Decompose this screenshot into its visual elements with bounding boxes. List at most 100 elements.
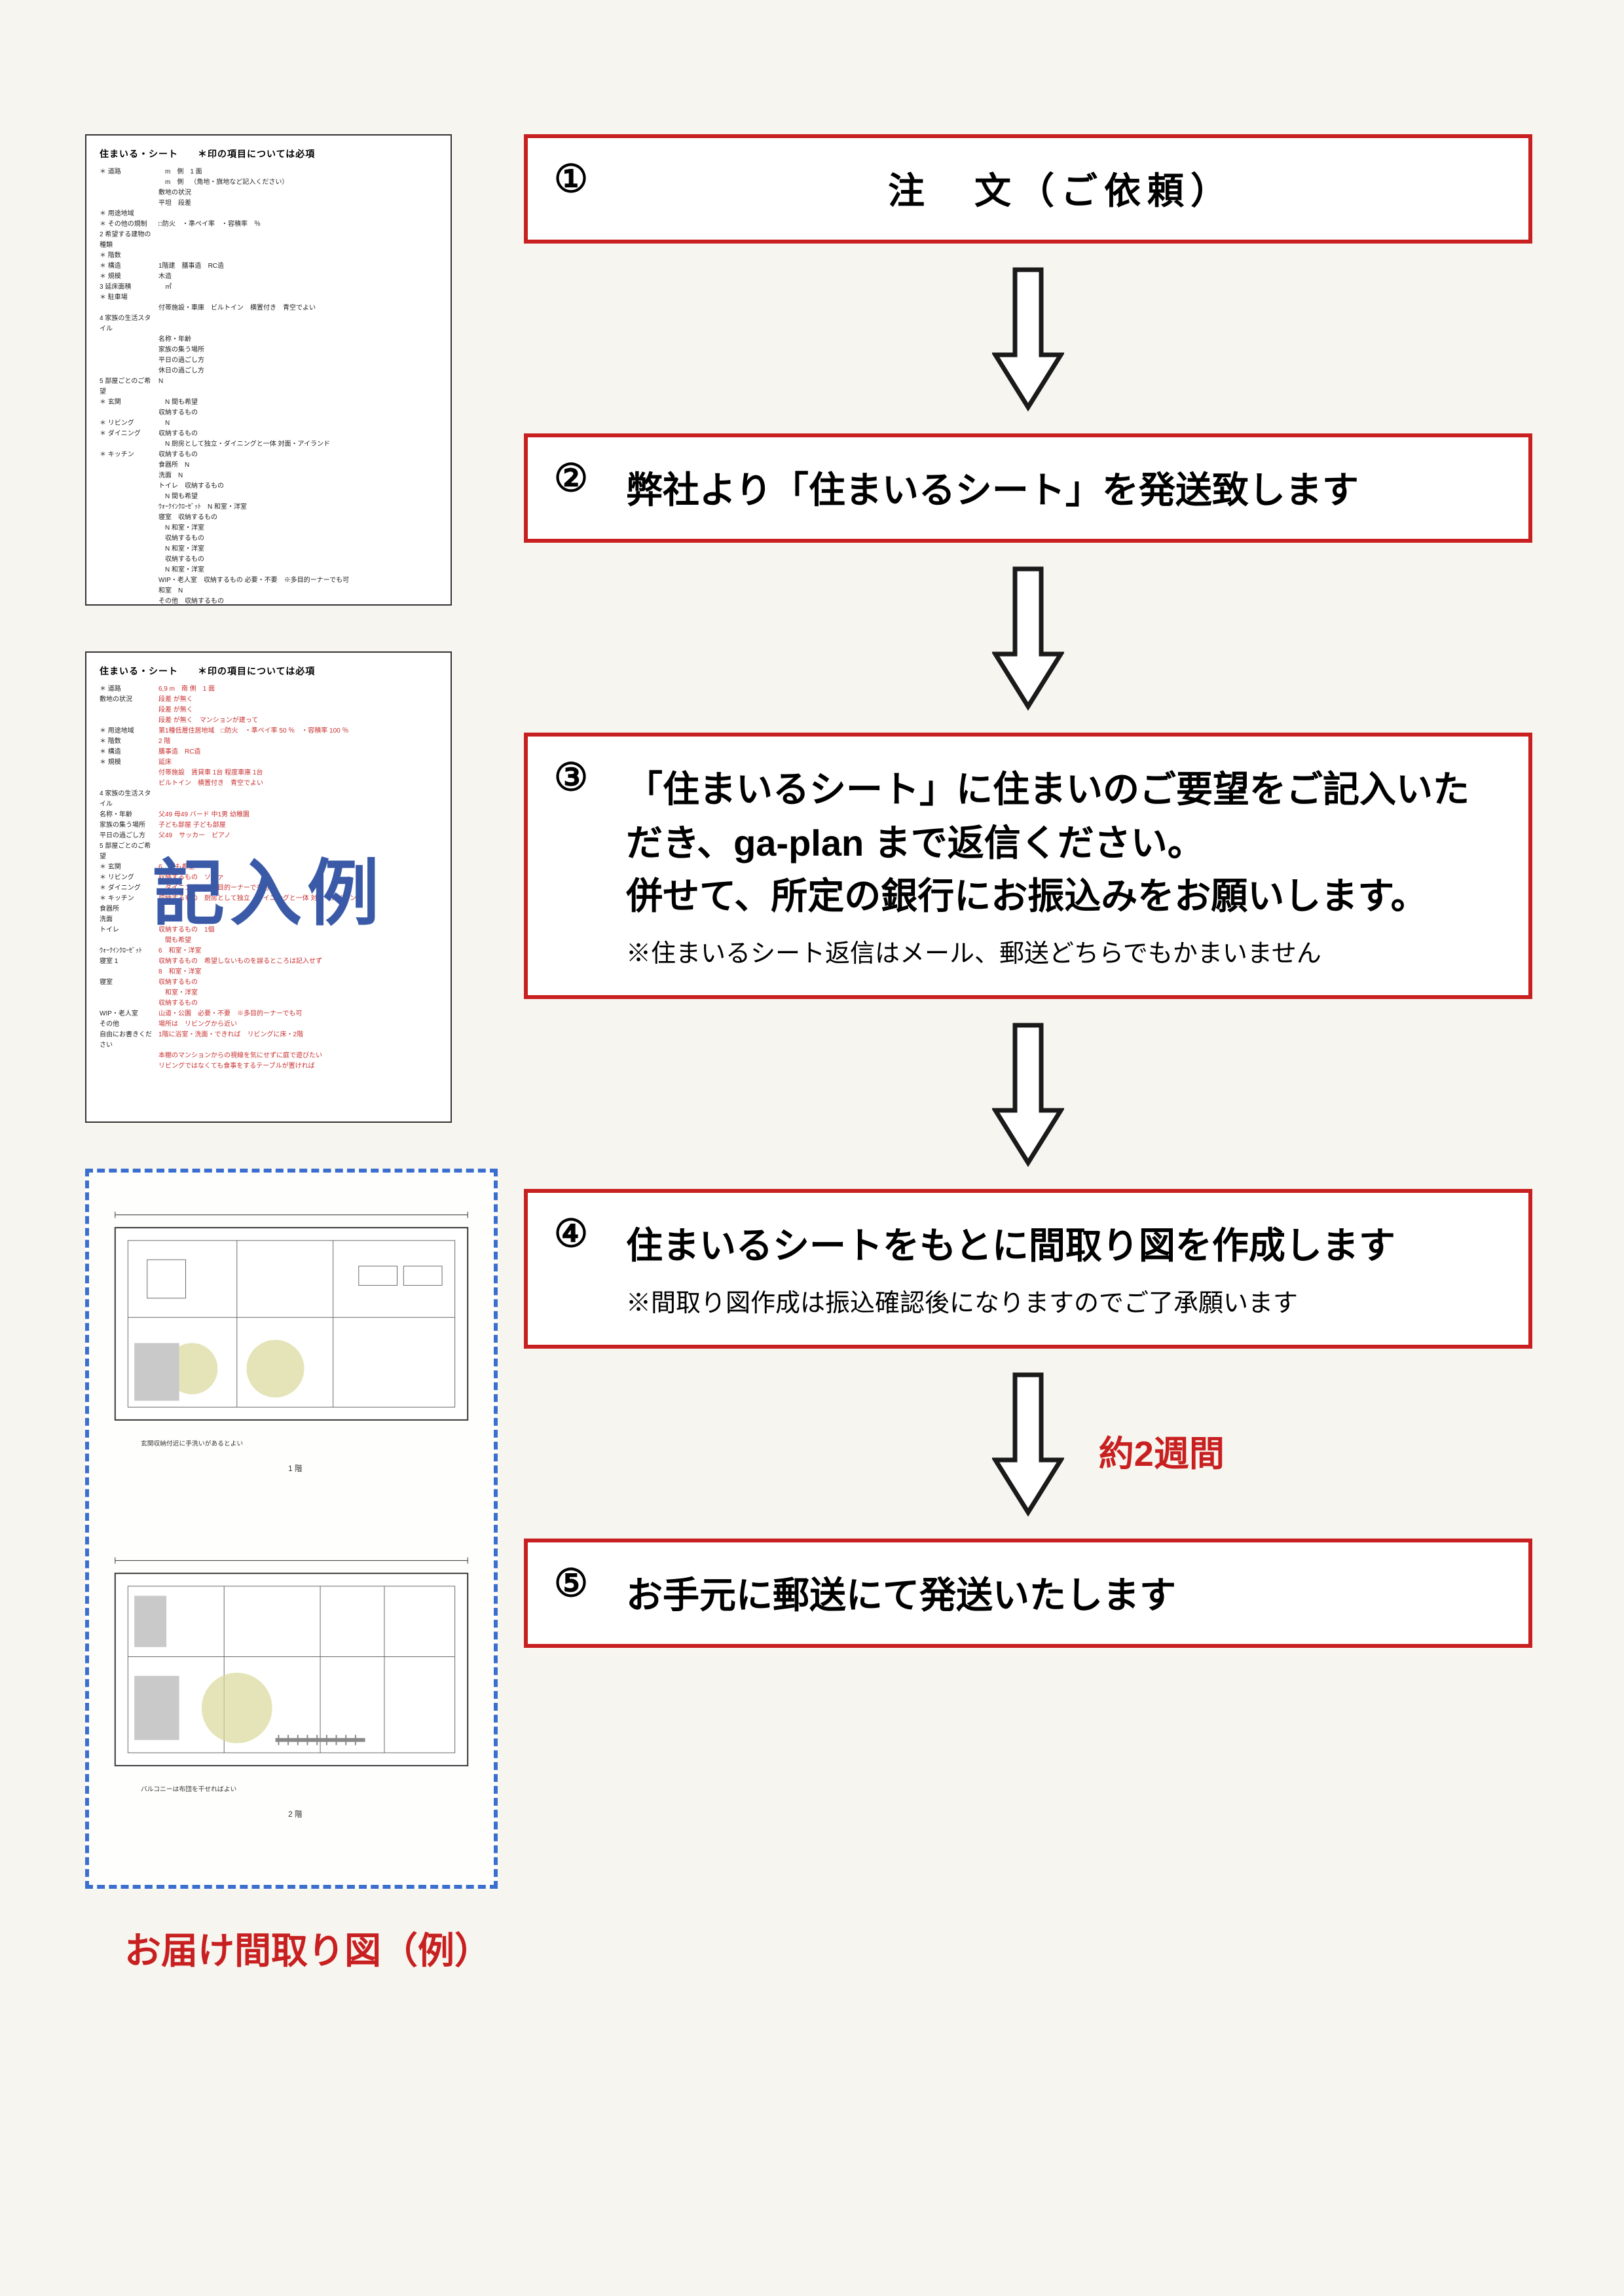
form-row: 家族の集う場所 xyxy=(100,345,437,355)
step-title: 注 文（ご依頼） xyxy=(626,164,1496,217)
form-row: N 和室・洋室 xyxy=(100,565,437,575)
arrow-block xyxy=(524,543,1532,733)
form-row: 休日の過ごし方 xyxy=(100,366,437,376)
left-column: 住まいる・シート ＊印の項目については必項 ＊ 道路m側1 面m側（角地・旗地な… xyxy=(85,134,491,1975)
form-row: 段差 が無く xyxy=(100,705,437,716)
form-row: 収納するもの xyxy=(100,555,437,565)
down-arrow-icon xyxy=(992,1368,1064,1519)
svg-text:バルコニーは布団を干せればよい: バルコニーは布団を干せればよい xyxy=(141,1785,236,1793)
arrow-block xyxy=(524,999,1532,1189)
form-row: 3 延床面積㎡ xyxy=(100,282,437,293)
form-row: WIP・老人室山道・公園必要・不要 ※多目的ーナーでも可 xyxy=(100,1009,437,1019)
svg-text:1 階: 1 階 xyxy=(288,1464,303,1473)
form-row: ｳｫｰｸｲﾝｸﾛｰｾﾞｯﾄ6和室・洋室 xyxy=(100,946,437,957)
form-row: 4 家族の生活スタイル xyxy=(100,789,437,810)
form-row: 2 希望する建物の種類 xyxy=(100,230,437,251)
form-row: リビングではなくても食事をするテーブルが置ければ xyxy=(100,1061,437,1072)
step-box-2: ② 弊社より「住まいるシート」を発送致します xyxy=(524,433,1532,543)
form-row: 寝室 1収納するもの希望しないものを誤るところは記入せず xyxy=(100,957,437,967)
form-title: 住まいる・シート ＊印の項目については必項 xyxy=(100,147,437,160)
form-row: ＊ 構造膳事造RC造 xyxy=(100,747,437,757)
form-row: ビルトイン横置付き 青空でよい xyxy=(100,778,437,789)
form-row: 自由にお書きください1階に浴室・洗面・できればリビングに床・2階 xyxy=(100,1030,437,1051)
form-thumbnail-example: 住まいる・シート ＊印の項目については必項 ＊ 道路6,9 m南 側1 面敷地の… xyxy=(85,651,452,1123)
svg-text:玄関収納付近に手洗いがあるとよい: 玄関収納付近に手洗いがあるとよい xyxy=(141,1439,243,1448)
form-row: ＊ 駐車場 xyxy=(100,293,437,303)
form-row: ＊ リビングN xyxy=(100,418,437,429)
form-row: ＊ キッチン収納するもの xyxy=(100,450,437,460)
form-row: 収納するもの xyxy=(100,534,437,544)
form-row: 名称・年齢 xyxy=(100,335,437,345)
down-arrow-icon xyxy=(992,1019,1064,1169)
form-row: ＊ 構造1階建膳事造RC造 xyxy=(100,261,437,272)
form-row: ＊ 規模延床 xyxy=(100,757,437,768)
form-row: 洗面N xyxy=(100,471,437,481)
form-row: 和室・洋室 xyxy=(100,988,437,998)
form-row: ｳｫｰｸｲﾝｸﾛｰｾﾞｯﾄN 和室・洋室 xyxy=(100,502,437,513)
form-row: 寝室収納するもの xyxy=(100,513,437,523)
form-thumbnail-blank: 住まいる・シート ＊印の項目については必項 ＊ 道路m側1 面m側（角地・旗地な… xyxy=(85,134,452,606)
step-number: ② xyxy=(554,460,606,498)
arrow-label: 約2週間 xyxy=(1099,1425,1225,1476)
right-column: ① 注 文（ご依頼） ② 弊社より「住まいるシート」を発送致します ③ 「住まい… xyxy=(524,134,1532,1648)
form-row: 平日の過ごし方 xyxy=(100,355,437,366)
arrow-block xyxy=(524,244,1532,433)
form-row: 5 部屋ごとのご希望N xyxy=(100,376,437,397)
arrow-block: 約2週間 xyxy=(524,1349,1532,1539)
form-row: 付帯施設賃貸車 1台 程度車庫 1台 xyxy=(100,768,437,778)
step-note: ※間取り図作成は振込確認後になりますのでご了承願います xyxy=(626,1285,1496,1322)
form-row: 家族の集う場所子ども部屋 子ども部屋 xyxy=(100,820,437,831)
form-row: 8和室・洋室 xyxy=(100,967,437,977)
step-box-4: ④ 住まいるシートをもとに間取り図を作成します ※間取り図作成は振込確認後になり… xyxy=(524,1189,1532,1349)
floorplan-caption: お届け間取り図（例） xyxy=(124,1922,491,1975)
form-row: 段差 が無くマンションが建って xyxy=(100,716,437,726)
form-row: 食器所N xyxy=(100,460,437,471)
form-row: 敷地の状況段差 が無く xyxy=(100,695,437,705)
form-row: 付帯施設・車庫ビルトイン 横置付き 青空でよい xyxy=(100,303,437,314)
form-row: その他収納するもの xyxy=(100,596,437,606)
step-title: 「住まいるシート」に住まいのご要望をご記入いただき、ga-plan まで返信くだ… xyxy=(626,763,1496,922)
form-row: ＊ 玄関N 間も希望 xyxy=(100,397,437,408)
form-row: 収納するもの xyxy=(100,998,437,1009)
form-row: N 厨房として独立・ダイニングと一体 対面・アイランド xyxy=(100,439,437,450)
form-title-2: 住まいる・シート ＊印の項目については必項 xyxy=(100,665,437,678)
form-row: WIP・老人室収納するもの 必要・不要 ※多目的ーナーでも可 xyxy=(100,575,437,586)
step-box-3: ③ 「住まいるシート」に住まいのご要望をご記入いただき、ga-plan まで返信… xyxy=(524,733,1532,999)
form-row: N 和室・洋室 xyxy=(100,523,437,534)
form-row: N 和室・洋室 xyxy=(100,544,437,555)
step-title: お手元に郵送にて発送いたします xyxy=(626,1569,1496,1622)
form-row: 収納するもの xyxy=(100,408,437,418)
form-row: ＊ 用途地域第1種低層住居地域 □防火 ・準ペイ率 50 ％ ・容積率 100 … xyxy=(100,726,437,737)
form-row: 平坦段差 xyxy=(100,198,437,209)
form-row: ＊ その他の規制□防火 ・準ペイ率 ・容積率 ％ xyxy=(100,219,437,230)
step-title: 弊社より「住まいるシート」を発送致します xyxy=(626,464,1496,517)
svg-text:2 階: 2 階 xyxy=(288,1810,303,1819)
form-row: トイレ収納するもの xyxy=(100,481,437,492)
form-row: N 間も希望 xyxy=(100,492,437,502)
form-row: 寝室収納するもの xyxy=(100,977,437,988)
form-row: m側（角地・旗地など記入ください） xyxy=(100,177,437,188)
form-row: その他場所はリビングから近い xyxy=(100,1019,437,1030)
form-row: ＊ 階数 xyxy=(100,251,437,261)
form-row: 敷地の状況 xyxy=(100,188,437,198)
form-row: ＊ 道路m側1 面 xyxy=(100,167,437,177)
step-note: ※住まいるシート返信はメール、郵送どちらでもかまいません xyxy=(626,936,1496,973)
form-row: ＊ ダイニング収納するもの xyxy=(100,429,437,439)
step-box-5: ⑤ お手元に郵送にて発送いたします xyxy=(524,1539,1532,1648)
step-box-1: ① 注 文（ご依頼） xyxy=(524,134,1532,244)
step-number: ③ xyxy=(554,759,606,797)
form-row: 名称・年齢父49 母49 バード 中1男 幼稚園 xyxy=(100,810,437,820)
example-overlay: 記入例 xyxy=(153,835,384,939)
form-row: 4 家族の生活スタイル xyxy=(100,314,437,335)
form-row: ＊ 階数2 階 xyxy=(100,737,437,747)
down-arrow-icon xyxy=(992,562,1064,713)
step-number: ⑤ xyxy=(554,1565,606,1603)
step-title: 住まいるシートをもとに間取り図を作成します xyxy=(626,1219,1496,1272)
floorplan-upper: 玄関収納付近に手洗いがあるとよい 1 階 xyxy=(109,1199,474,1513)
step-number: ④ xyxy=(554,1215,606,1253)
down-arrow-icon xyxy=(992,263,1064,414)
form-row: ＊ 道路6,9 m南 側1 面 xyxy=(100,684,437,695)
floorplan-lower: バルコニーは布団を干せればよい 2 階 xyxy=(109,1544,474,1859)
form-row: ＊ 用途地域 xyxy=(100,209,437,219)
form-row: 本棚のマンションからの視線を気にせずに庭で遊びたい xyxy=(100,1051,437,1061)
